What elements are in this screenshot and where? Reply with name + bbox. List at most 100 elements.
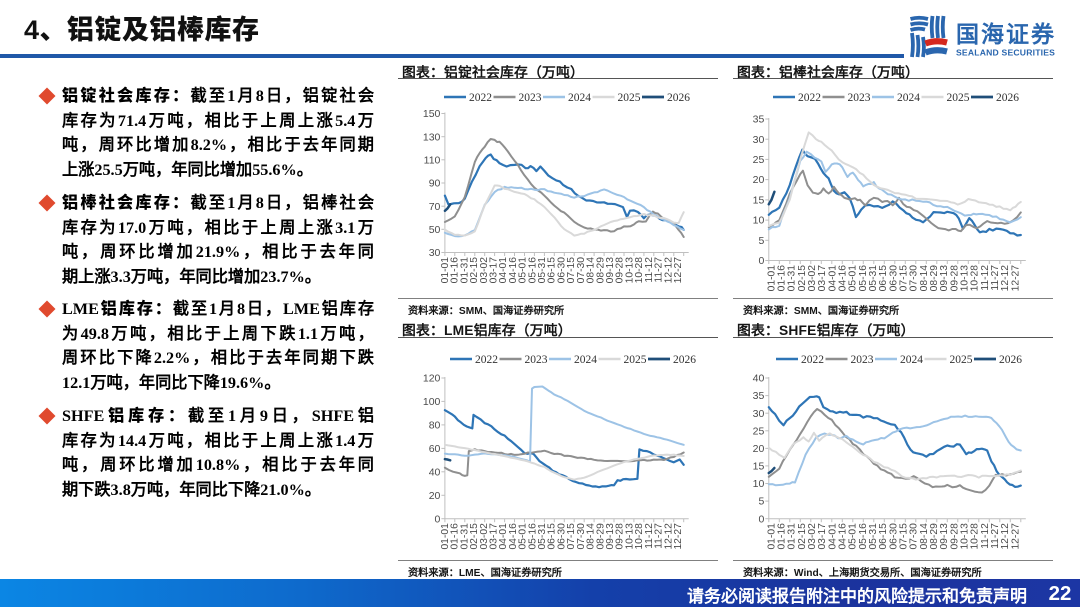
svg-text:05-31: 05-31 — [868, 265, 879, 292]
svg-text:02-15: 02-15 — [469, 257, 480, 284]
svg-text:30: 30 — [429, 247, 441, 259]
svg-text:11-12: 11-12 — [980, 265, 991, 291]
svg-text:90: 90 — [429, 178, 441, 190]
svg-text:06-15: 06-15 — [878, 523, 889, 550]
svg-text:2026: 2026 — [673, 354, 696, 366]
svg-text:35: 35 — [753, 114, 765, 126]
svg-text:01-16: 01-16 — [777, 265, 788, 292]
svg-text:15: 15 — [753, 195, 765, 207]
svg-text:2022: 2022 — [475, 354, 498, 366]
svg-text:10-28: 10-28 — [634, 523, 645, 550]
svg-text:80: 80 — [429, 420, 441, 432]
svg-text:25: 25 — [753, 425, 765, 437]
svg-text:08-14: 08-14 — [586, 523, 597, 550]
svg-text:0: 0 — [758, 255, 764, 267]
svg-text:05-01: 05-01 — [848, 265, 859, 292]
svg-text:SEALAND SECURITIES: SEALAND SECURITIES — [956, 48, 1055, 58]
svg-text:50: 50 — [429, 224, 441, 236]
svg-text:04-01: 04-01 — [498, 257, 509, 284]
svg-text:01-16: 01-16 — [450, 523, 461, 550]
svg-text:12-27: 12-27 — [673, 257, 684, 284]
svg-text:11-12: 11-12 — [644, 257, 655, 283]
svg-text:10-13: 10-13 — [624, 523, 635, 550]
svg-text:04-16: 04-16 — [508, 257, 519, 284]
svg-text:01-01: 01-01 — [440, 523, 451, 550]
svg-text:2024: 2024 — [568, 92, 591, 104]
svg-text:07-15: 07-15 — [899, 265, 910, 292]
svg-text:07-15: 07-15 — [566, 523, 577, 550]
svg-text:08-14: 08-14 — [919, 265, 930, 292]
svg-text:06-30: 06-30 — [557, 523, 568, 550]
svg-text:08-29: 08-29 — [595, 523, 606, 550]
svg-text:11-12: 11-12 — [644, 523, 655, 549]
svg-text:10-13: 10-13 — [960, 523, 971, 550]
svg-text:12-12: 12-12 — [663, 257, 674, 284]
svg-text:04-16: 04-16 — [508, 523, 519, 550]
svg-text:01-31: 01-31 — [459, 523, 470, 550]
svg-text:05-01: 05-01 — [518, 257, 529, 284]
svg-text:01-16: 01-16 — [450, 257, 461, 284]
svg-text:70: 70 — [429, 201, 441, 213]
svg-text:09-28: 09-28 — [949, 265, 960, 292]
svg-text:09-13: 09-13 — [939, 265, 950, 292]
svg-text:06-15: 06-15 — [547, 257, 558, 284]
svg-text:10-28: 10-28 — [634, 257, 645, 284]
svg-text:12-27: 12-27 — [1010, 523, 1021, 550]
svg-text:02-15: 02-15 — [469, 523, 480, 550]
svg-text:08-14: 08-14 — [919, 523, 930, 550]
svg-text:05-31: 05-31 — [868, 523, 879, 550]
svg-text:30: 30 — [753, 408, 765, 420]
svg-text:04-01: 04-01 — [827, 523, 838, 550]
svg-text:09-28: 09-28 — [615, 523, 626, 550]
svg-text:07-30: 07-30 — [909, 265, 920, 292]
svg-text:04-01: 04-01 — [498, 523, 509, 550]
svg-text:120: 120 — [423, 373, 441, 385]
svg-text:01-31: 01-31 — [459, 257, 470, 284]
svg-text:12-12: 12-12 — [663, 523, 674, 550]
svg-text:07-15: 07-15 — [566, 257, 577, 284]
svg-text:03-02: 03-02 — [807, 523, 818, 550]
svg-text:2022: 2022 — [801, 354, 824, 366]
svg-text:05-01: 05-01 — [518, 523, 529, 550]
svg-text:10-13: 10-13 — [624, 257, 635, 284]
svg-text:15: 15 — [753, 461, 765, 473]
svg-text:12-12: 12-12 — [1000, 523, 1011, 550]
svg-text:03-17: 03-17 — [817, 265, 828, 292]
svg-text:06-30: 06-30 — [888, 523, 899, 550]
svg-text:03-17: 03-17 — [489, 257, 500, 284]
svg-text:03-02: 03-02 — [807, 265, 818, 292]
svg-text:60: 60 — [429, 443, 441, 455]
svg-text:03-02: 03-02 — [479, 257, 490, 284]
svg-text:2023: 2023 — [525, 354, 548, 366]
svg-text:100: 100 — [423, 396, 441, 408]
svg-text:04-16: 04-16 — [838, 265, 849, 292]
svg-text:03-17: 03-17 — [817, 523, 828, 550]
svg-text:09-13: 09-13 — [605, 257, 616, 284]
svg-text:08-29: 08-29 — [929, 265, 940, 292]
svg-text:2025: 2025 — [624, 354, 647, 366]
svg-text:03-02: 03-02 — [479, 523, 490, 550]
svg-text:2025: 2025 — [618, 92, 641, 104]
svg-text:国海证券: 国海证券 — [956, 21, 1056, 47]
svg-text:110: 110 — [424, 154, 441, 166]
svg-text:09-28: 09-28 — [949, 523, 960, 550]
svg-text:12-27: 12-27 — [1010, 265, 1021, 292]
svg-text:09-28: 09-28 — [615, 257, 626, 284]
svg-text:2026: 2026 — [999, 354, 1022, 366]
svg-text:30: 30 — [753, 134, 765, 146]
svg-text:05-31: 05-31 — [537, 257, 548, 284]
svg-text:05-16: 05-16 — [858, 265, 869, 292]
svg-text:2022: 2022 — [798, 92, 821, 104]
svg-text:05-31: 05-31 — [537, 523, 548, 550]
svg-text:20: 20 — [429, 490, 441, 502]
svg-text:2023: 2023 — [848, 92, 871, 104]
svg-text:12-27: 12-27 — [673, 523, 684, 550]
svg-text:2026: 2026 — [667, 92, 690, 104]
svg-text:25: 25 — [753, 154, 765, 166]
svg-text:11-27: 11-27 — [654, 523, 665, 549]
svg-text:2024: 2024 — [900, 354, 923, 366]
svg-text:2025: 2025 — [950, 354, 973, 366]
svg-text:05-16: 05-16 — [527, 257, 538, 284]
svg-text:10: 10 — [753, 478, 765, 490]
svg-text:07-30: 07-30 — [576, 257, 587, 284]
